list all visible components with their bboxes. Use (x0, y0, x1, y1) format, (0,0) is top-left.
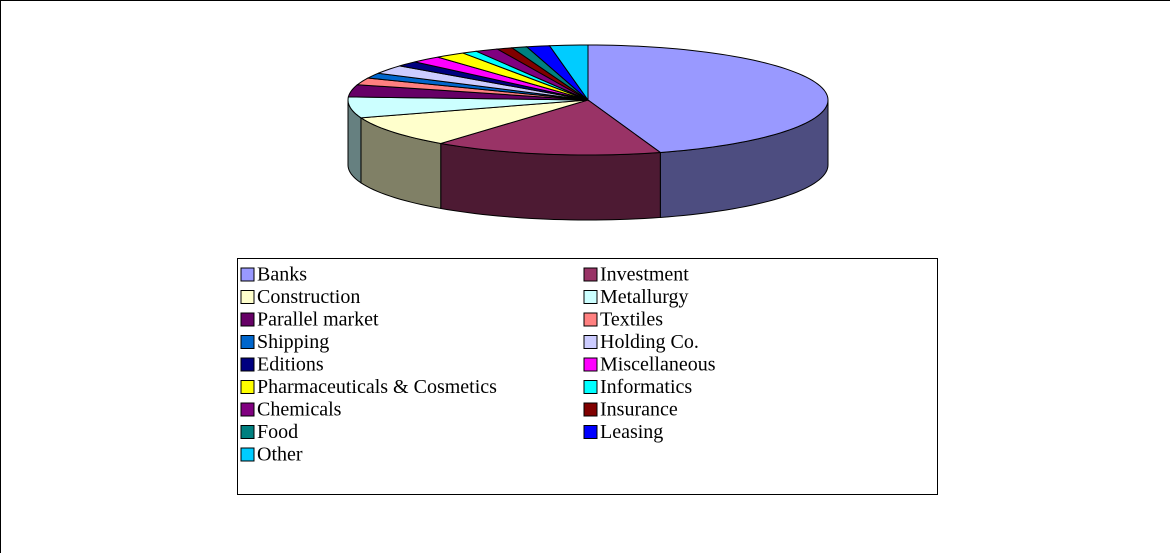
legend-swatch (240, 425, 255, 439)
pie-side (440, 142, 661, 221)
legend-swatch (583, 290, 598, 304)
legend-label: Metallurgy (600, 286, 689, 308)
legend-label: Informatics (600, 376, 692, 398)
legend-label: Food (257, 421, 298, 443)
legend-swatch (583, 357, 598, 372)
legend-swatch (583, 267, 598, 282)
legend-label: Textiles (600, 309, 663, 331)
pie-slice (378, 65, 589, 101)
legend-label: Construction (257, 286, 360, 308)
pie-slice (548, 44, 589, 102)
pie-slice (587, 44, 829, 153)
legend-label: Pharmaceuticals & Cosmetics (257, 376, 497, 398)
legend-label: Parallel market (257, 309, 379, 331)
legend-swatch (583, 380, 598, 394)
legend-swatch (583, 312, 598, 327)
legend-label: Investment (600, 264, 689, 286)
legend-swatch (240, 267, 255, 282)
legend-swatch (240, 335, 255, 349)
legend-label: Holding Co. (600, 331, 699, 353)
legend-swatch (240, 290, 255, 304)
pie-slice (440, 99, 662, 156)
pie-slice (359, 99, 589, 144)
legend-swatch (240, 402, 255, 417)
legend-label: Shipping (257, 331, 329, 353)
legend-label: Banks (257, 264, 307, 286)
legend-swatch (240, 447, 255, 462)
legend-label: Leasing (600, 421, 663, 443)
legend-swatch (583, 425, 598, 439)
legend-label: Miscellaneous (600, 354, 716, 376)
legend-swatch (240, 312, 255, 327)
legend-swatch (583, 402, 598, 417)
legend-swatch (240, 380, 255, 394)
legend-swatch (583, 335, 598, 349)
legend-label: Other (257, 444, 303, 466)
pie-slice (347, 96, 589, 119)
legend-label: Editions (257, 354, 324, 376)
legend-label: Chemicals (257, 399, 342, 421)
legend-label: Insurance (600, 399, 678, 421)
legend-swatch (240, 357, 255, 372)
